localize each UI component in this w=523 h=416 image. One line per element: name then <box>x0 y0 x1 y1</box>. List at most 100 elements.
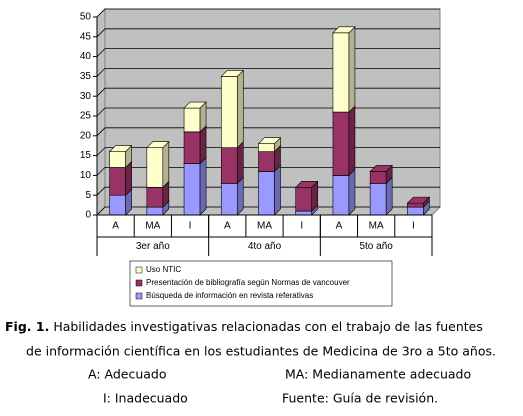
y-tick-label: 35 <box>80 71 92 82</box>
y-tick-label: 20 <box>80 130 92 141</box>
grid-line <box>96 8 440 18</box>
legend-label: Búsqueda de información en revista refer… <box>146 291 313 300</box>
x-tick-label: A <box>336 221 343 232</box>
bar-depth <box>183 101 207 109</box>
caption-text: de información científica en los estudia… <box>26 344 496 359</box>
x-tick-label: I <box>300 221 303 232</box>
bar-segment <box>369 183 387 216</box>
bar-depth-shadow <box>423 201 430 215</box>
bar-segment <box>146 186 164 208</box>
x-tick-label: I <box>189 221 192 232</box>
bar-depth-shadow <box>348 169 355 215</box>
grid-line <box>96 147 440 156</box>
bar-segment <box>258 143 275 152</box>
grid-line <box>96 186 440 196</box>
caption-label: Fig. 1. <box>5 319 49 334</box>
note: A: Adecuado <box>88 367 167 382</box>
bar-depth-shadow <box>125 161 132 196</box>
legend-box <box>129 260 393 307</box>
legend-label: Presentación de bibliografía según Norma… <box>146 278 350 287</box>
bar-segment <box>220 183 238 216</box>
bar-segment <box>332 32 350 113</box>
bar-segment <box>146 206 164 216</box>
bar-depth-shadow <box>237 177 244 215</box>
bar-depth-shadow <box>125 145 132 168</box>
grid-line <box>96 28 440 38</box>
bar-depth-shadow <box>200 102 207 132</box>
x-tick-label: A <box>112 221 119 232</box>
bar-depth <box>294 180 319 188</box>
bar-segment <box>220 76 238 148</box>
bar-segment <box>109 194 126 216</box>
y-tick-label: 40 <box>80 51 92 62</box>
grid-line <box>96 206 440 216</box>
bar-depth-shadow <box>237 70 244 148</box>
bar-segment <box>332 175 350 216</box>
bar-segment <box>183 163 201 216</box>
bar-segment <box>295 186 313 212</box>
y-tick-label: 5 <box>85 190 91 201</box>
bar-depth-shadow <box>348 26 355 113</box>
grid-line <box>96 107 440 117</box>
bar-depth-shadow <box>162 201 169 215</box>
bar-depth-shadow <box>200 157 207 215</box>
bar-depth-shadow <box>311 181 318 212</box>
bar-depth <box>220 70 245 77</box>
bar-depth <box>406 196 431 204</box>
bar-segment <box>258 151 275 172</box>
legend-swatch <box>135 266 143 274</box>
legend-label: Uso NTIC <box>146 265 181 274</box>
bar-depth-shadow <box>162 181 169 208</box>
bar-segment <box>295 210 313 216</box>
y-tick-label: 45 <box>80 31 92 42</box>
y-tick-label: 0 <box>85 210 91 221</box>
bar-depth <box>332 26 356 34</box>
bar-depth-shadow <box>386 177 393 215</box>
note: I: Inadecuado <box>103 391 188 406</box>
y-tick-label: 15 <box>80 150 92 161</box>
caption: Fig. 1. Habilidades investigativas relac… <box>5 319 483 334</box>
grid-line <box>96 127 440 137</box>
group-label: 4to año <box>248 241 282 252</box>
bar-depth <box>369 165 393 172</box>
note: MA: Medianamente adecuado <box>285 367 471 382</box>
grid-line <box>96 166 440 176</box>
bar-depth-shadow <box>311 205 318 215</box>
x-tick-label: MA <box>257 221 272 232</box>
legend-swatch <box>135 279 143 287</box>
group-label: 3er año <box>136 241 170 252</box>
bar-depth-shadow <box>348 106 355 176</box>
x-tick-label: I <box>412 221 415 232</box>
grid-line <box>96 68 440 77</box>
note: Fuente: Guía de revisión. <box>282 391 438 406</box>
bar-depth-shadow <box>162 141 169 188</box>
bar-segment <box>258 171 275 216</box>
bar-segment <box>109 151 126 168</box>
x-tick-label: A <box>224 221 231 232</box>
bar-segment <box>183 131 201 164</box>
caption-text: Habilidades investigativas relacionadas … <box>53 319 483 334</box>
y-tick-label: 50 <box>80 12 92 23</box>
bar-depth <box>257 137 282 145</box>
bar-depth-shadow <box>423 197 430 208</box>
y-tick-label: 10 <box>80 170 92 181</box>
bar-depth-shadow <box>237 141 244 184</box>
bar-depth <box>146 141 170 148</box>
y-tick-label: 25 <box>80 111 92 122</box>
bar-depth-shadow <box>125 189 132 215</box>
bar-depth-shadow <box>274 165 281 215</box>
bar-segment <box>183 107 201 133</box>
grid-line <box>96 48 440 57</box>
x-tick-label: MA <box>145 221 160 232</box>
x-tick-label: MA <box>369 221 384 232</box>
group-label: 5to año <box>359 241 393 252</box>
bar-depth-shadow <box>386 165 393 184</box>
bar-depth-shadow <box>274 145 281 172</box>
y-tick-label: 30 <box>80 91 92 102</box>
bar-segment <box>332 111 350 176</box>
grid-line <box>96 87 440 97</box>
bar-depth <box>108 145 133 152</box>
bar-segment <box>146 147 164 188</box>
bar-segment <box>369 171 387 184</box>
